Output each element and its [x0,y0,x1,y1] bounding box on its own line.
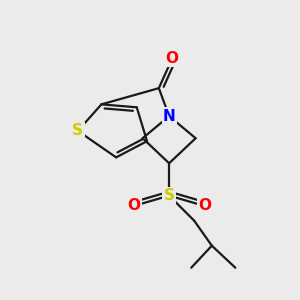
Text: O: O [198,198,211,213]
Text: O: O [166,51,178,66]
Text: S: S [164,188,175,203]
Text: O: O [127,198,140,213]
Text: N: N [163,109,175,124]
Text: S: S [72,123,83,138]
